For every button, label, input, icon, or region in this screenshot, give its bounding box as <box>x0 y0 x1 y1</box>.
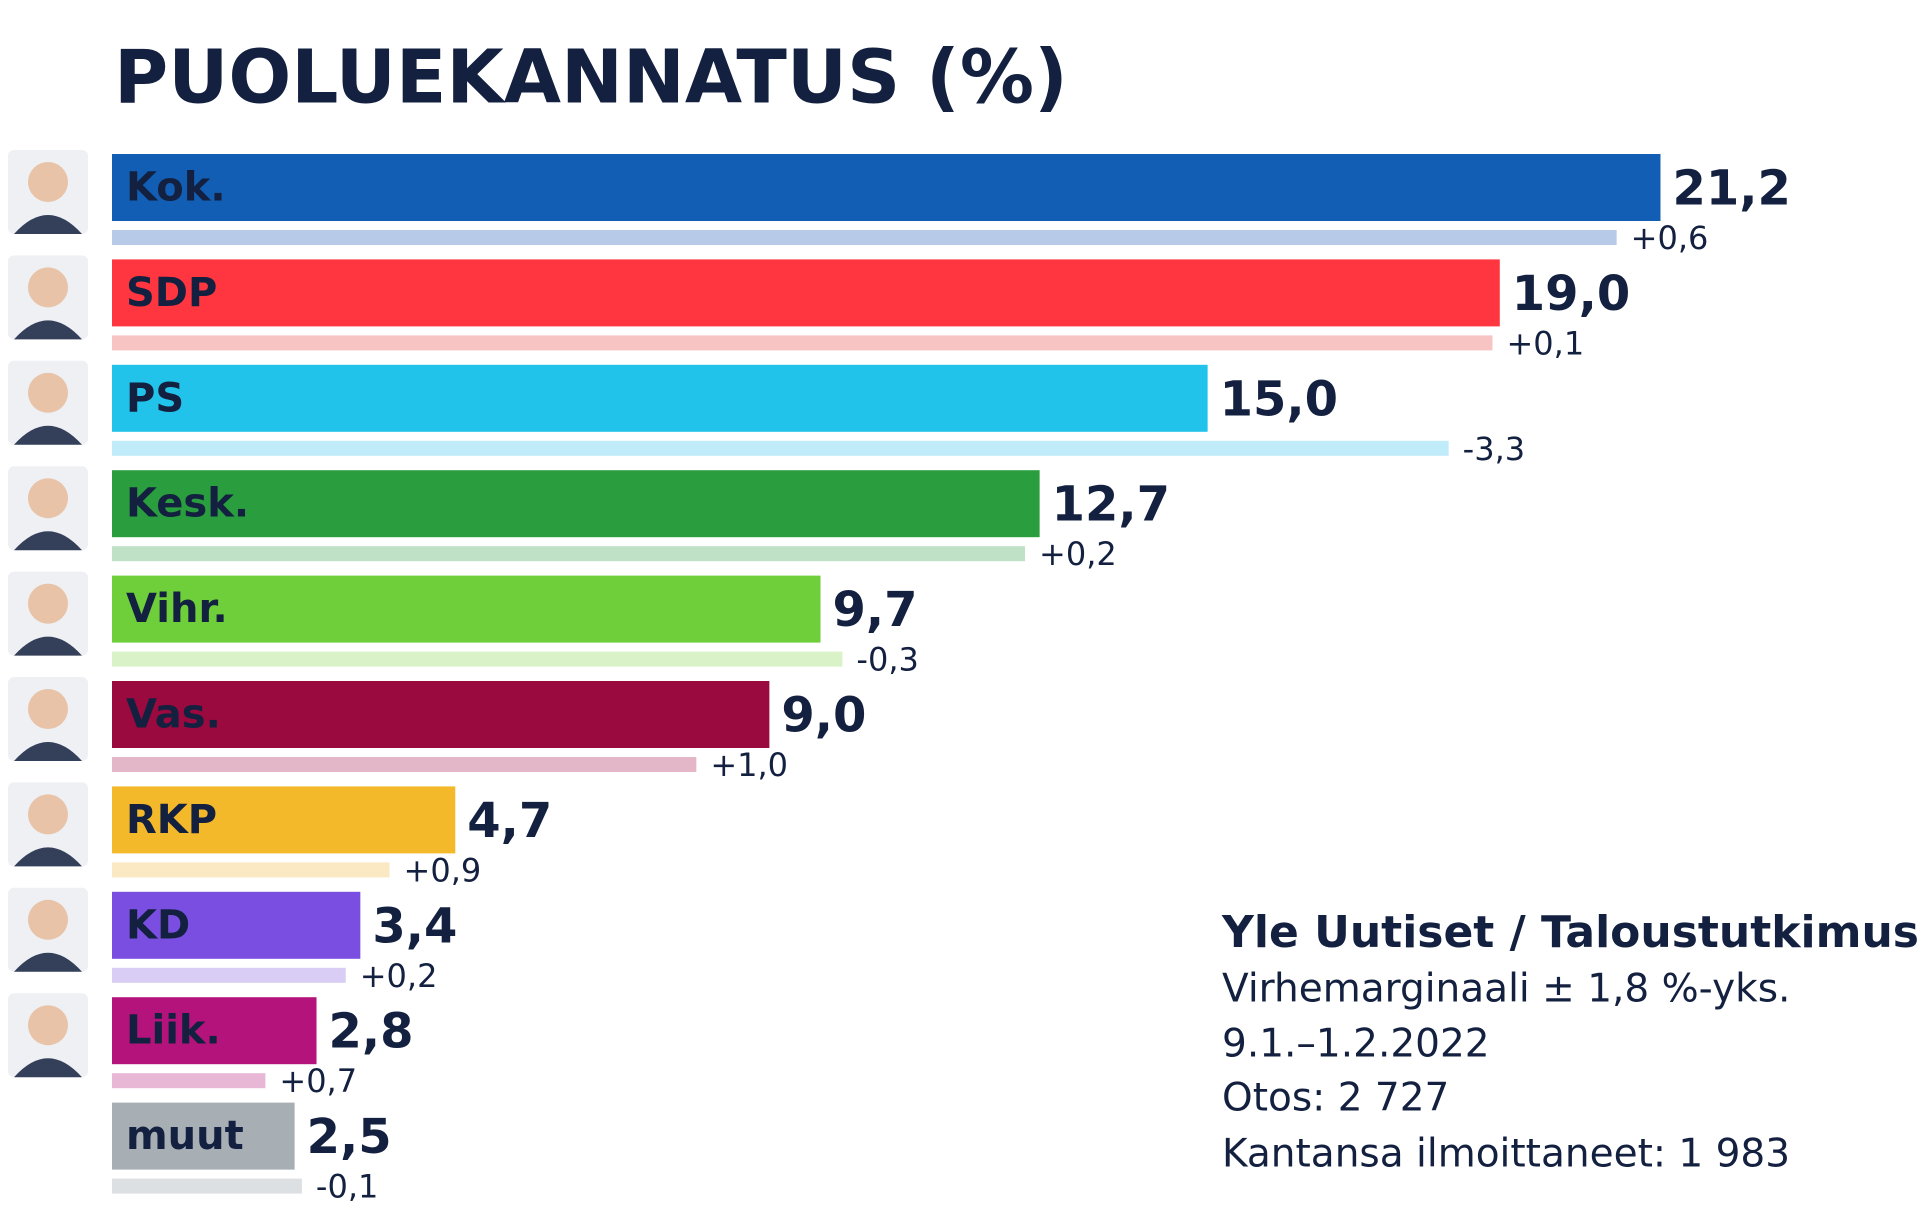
portrait-body <box>14 425 82 445</box>
category-label: Vihr. <box>126 586 228 632</box>
change-label: +0,2 <box>1039 535 1117 573</box>
category-label: SDP <box>126 270 217 316</box>
bar <box>112 364 1208 432</box>
portrait-body <box>14 215 82 234</box>
previous-bar <box>112 440 1449 456</box>
previous-bar <box>112 651 843 667</box>
portrait-body <box>14 952 82 972</box>
value-label: 15,0 <box>1220 371 1338 427</box>
source-title: Yle Uutiset / Taloustutkimus <box>1221 907 1919 958</box>
portrait-head <box>28 689 68 729</box>
bar <box>112 891 361 959</box>
portrait-body <box>14 320 82 340</box>
portrait-body <box>14 847 82 867</box>
previous-bar <box>112 1073 266 1089</box>
portrait-head <box>28 899 68 940</box>
bar <box>112 681 770 748</box>
portrait-body <box>14 742 82 761</box>
source-note: 9.1.–1.2.2022 <box>1222 1022 1490 1067</box>
value-label: 2,8 <box>329 1004 414 1060</box>
category-label: Kok. <box>126 165 226 211</box>
change-label: -3,3 <box>1463 430 1525 468</box>
category-label: muut <box>126 1113 244 1159</box>
source-note: Otos: 2 727 <box>1222 1076 1449 1121</box>
bar <box>112 786 456 854</box>
bar <box>112 997 317 1065</box>
source-note: Kantansa ilmoittaneet: 1 983 <box>1222 1132 1790 1177</box>
previous-bar <box>112 546 1026 562</box>
portrait-head <box>28 267 68 308</box>
bar <box>112 1102 295 1170</box>
value-label: 9,0 <box>781 688 866 744</box>
change-label: +0,2 <box>360 957 438 995</box>
category-label: Kesk. <box>126 481 249 527</box>
category-label: PS <box>126 375 184 421</box>
previous-bar <box>112 967 346 983</box>
change-label: +0,6 <box>1631 219 1709 257</box>
portrait-body <box>14 636 82 656</box>
previous-bar <box>112 757 697 772</box>
change-label: +0,7 <box>279 1062 357 1100</box>
value-label: 19,0 <box>1512 266 1630 322</box>
category-label: KD <box>126 902 190 948</box>
change-label: +0,9 <box>404 851 482 889</box>
portrait-head <box>28 162 68 202</box>
change-label: -0,1 <box>316 1168 378 1206</box>
value-label: 4,7 <box>467 793 552 849</box>
portrait-body <box>14 531 82 551</box>
value-label: 21,2 <box>1672 161 1790 217</box>
value-label: 3,4 <box>372 898 457 954</box>
bar <box>112 470 1040 538</box>
bar <box>112 154 1661 221</box>
portrait-head <box>28 794 68 835</box>
previous-bar <box>112 862 390 878</box>
change-label: +1,0 <box>710 746 788 784</box>
value-label: 2,5 <box>307 1109 392 1165</box>
change-label: +0,1 <box>1506 324 1584 362</box>
category-label: Vas. <box>126 692 221 738</box>
bar <box>112 259 1500 327</box>
category-label: Liik. <box>126 1008 221 1054</box>
portrait-body <box>14 1058 82 1078</box>
source-note: Virhemarginaali ± 1,8 %-yks. <box>1222 967 1790 1012</box>
previous-bar <box>112 1178 302 1194</box>
portrait-head <box>28 478 68 519</box>
portrait-head <box>28 583 68 624</box>
portrait-head <box>28 1005 68 1046</box>
value-label: 9,7 <box>833 582 918 638</box>
value-label: 12,7 <box>1052 477 1170 533</box>
previous-bar <box>112 335 1493 351</box>
category-label: RKP <box>126 797 217 843</box>
portrait-head <box>28 372 68 413</box>
chart-title: PUOLUEKANNATUS (%) <box>114 35 1068 121</box>
change-label: -0,3 <box>856 641 918 679</box>
bar <box>112 575 821 643</box>
previous-bar <box>112 230 1617 245</box>
